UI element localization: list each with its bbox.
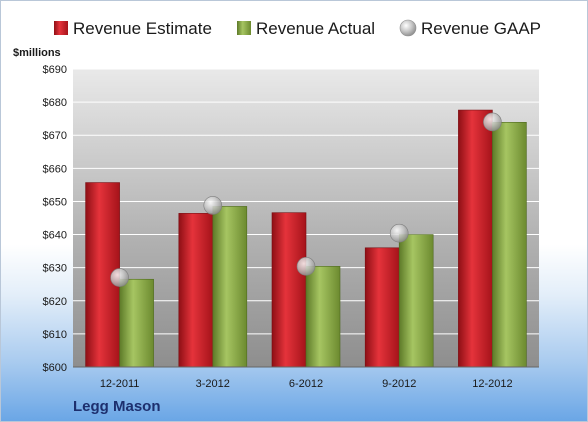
y-tick-label: $650	[43, 196, 67, 208]
y-tick-label: $610	[43, 329, 67, 341]
legend-actual-swatch	[237, 21, 251, 35]
gaap-marker	[110, 268, 129, 287]
legend-estimate-swatch	[54, 21, 68, 35]
x-tick-label: 12-2011	[100, 378, 140, 390]
y-tick-label: $640	[43, 230, 67, 242]
x-tick-label: 12-2012	[472, 378, 512, 390]
y-tick-label: $680	[43, 97, 67, 109]
x-tick-label: 3-2012	[196, 378, 230, 390]
gaap-marker	[203, 196, 223, 215]
actual-bar	[212, 206, 248, 368]
x-tick-label: 6-2012	[289, 378, 323, 390]
units-label: $millions	[13, 47, 61, 59]
gaap-marker	[389, 223, 409, 243]
gaap-markers	[110, 112, 502, 287]
company-name: Legg Mason	[73, 398, 161, 415]
bars	[85, 109, 527, 368]
estimate-bar	[458, 109, 493, 368]
y-axis-ticks: $600 $610 $620 $630 $640 $650 $660 $670 $680 $690	[43, 64, 67, 374]
legend-gaap-marker	[399, 19, 417, 37]
actual-bar	[305, 266, 341, 368]
legend-gaap-label: Revenue GAAP	[421, 19, 541, 38]
actual-bar	[492, 122, 527, 368]
estimate-bar	[271, 212, 307, 368]
y-tick-label: $660	[43, 163, 67, 175]
y-tick-label: $620	[43, 296, 67, 308]
gaap-marker	[296, 257, 316, 276]
x-axis-ticks: 12-2011 3-2012 6-2012 9-2012 12-2012	[100, 378, 513, 390]
gaap-marker	[483, 112, 502, 132]
actual-bar	[398, 234, 434, 368]
y-tick-label: $630	[43, 263, 67, 275]
actual-bar	[119, 278, 154, 368]
y-tick-label: $690	[43, 64, 67, 76]
legend-actual-label: Revenue Actual	[256, 19, 375, 38]
y-tick-label: $670	[43, 130, 67, 142]
y-tick-label: $600	[43, 362, 67, 374]
estimate-bar	[364, 247, 400, 368]
legend-estimate-label: Revenue Estimate	[73, 19, 212, 38]
estimate-bar	[178, 213, 214, 368]
x-tick-label: 9-2012	[382, 378, 416, 390]
legend: Revenue Estimate Revenue Actual Revenue …	[54, 19, 541, 38]
